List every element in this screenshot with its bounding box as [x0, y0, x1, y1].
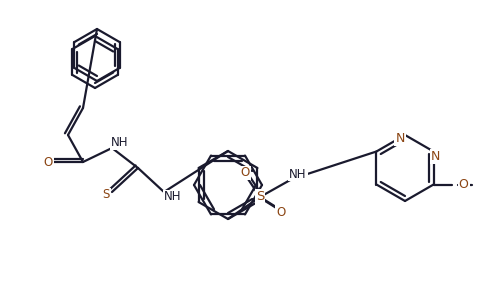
Text: NH: NH: [289, 168, 307, 181]
Text: N: N: [431, 150, 440, 163]
Text: O: O: [459, 178, 468, 191]
Text: O: O: [43, 155, 53, 168]
Text: O: O: [241, 166, 249, 179]
Text: NH: NH: [164, 190, 182, 203]
Text: O: O: [276, 205, 286, 218]
Text: S: S: [256, 190, 264, 203]
Text: S: S: [102, 188, 109, 201]
Text: NH: NH: [111, 136, 129, 149]
Text: N: N: [395, 132, 405, 145]
